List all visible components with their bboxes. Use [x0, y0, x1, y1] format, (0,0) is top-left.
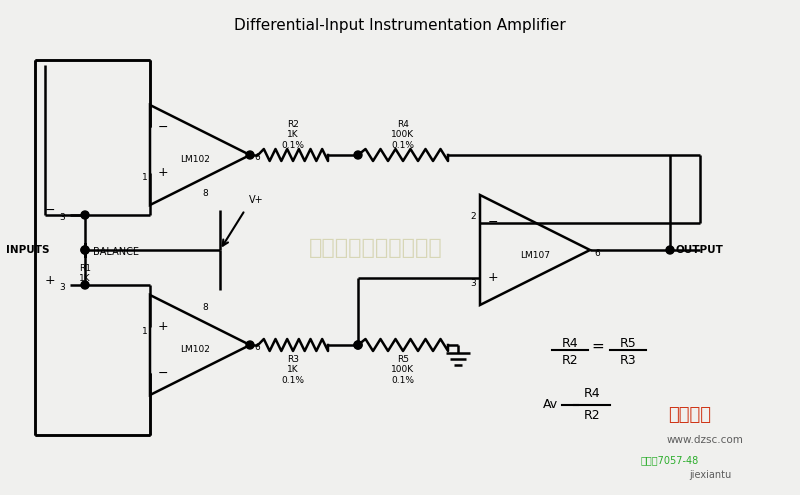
Text: R4: R4	[562, 337, 578, 350]
Text: Differential-Input Instrumentation Amplifier: Differential-Input Instrumentation Ampli…	[234, 18, 566, 33]
Text: 6: 6	[254, 344, 260, 352]
Text: 杭州将睿科技有限公司: 杭州将睿科技有限公司	[309, 238, 443, 257]
Text: 1: 1	[142, 327, 148, 336]
Text: LM107: LM107	[520, 250, 550, 259]
Text: Av: Av	[542, 398, 558, 411]
Text: V+: V+	[249, 195, 264, 205]
Circle shape	[354, 341, 362, 349]
Text: jiexiantu: jiexiantu	[689, 470, 731, 480]
Text: R2
1K
0.1%: R2 1K 0.1%	[282, 120, 305, 150]
Circle shape	[81, 246, 89, 254]
Text: R3: R3	[620, 354, 636, 367]
Text: 维库一卡: 维库一卡	[669, 406, 711, 424]
Text: =: =	[592, 339, 604, 353]
Text: www.dzsc.com: www.dzsc.com	[666, 435, 743, 445]
Text: −: −	[488, 216, 498, 229]
Text: −: −	[158, 120, 169, 134]
Text: 6: 6	[254, 153, 260, 162]
Circle shape	[354, 341, 362, 349]
Text: 1: 1	[142, 172, 148, 182]
Text: LM102: LM102	[180, 346, 210, 354]
Text: +: +	[158, 320, 169, 334]
Circle shape	[354, 151, 362, 159]
Text: 3: 3	[59, 213, 65, 222]
Text: 8: 8	[202, 189, 208, 198]
Text: R5
100K
0.1%: R5 100K 0.1%	[391, 355, 414, 385]
Text: R4: R4	[584, 387, 600, 400]
Text: 8: 8	[202, 302, 208, 311]
Text: −: −	[45, 203, 55, 216]
Circle shape	[81, 281, 89, 289]
Text: R5: R5	[620, 337, 636, 350]
Text: R4
100K
0.1%: R4 100K 0.1%	[391, 120, 414, 150]
Text: R3
1K
0.1%: R3 1K 0.1%	[282, 355, 305, 385]
Circle shape	[246, 341, 254, 349]
Circle shape	[666, 246, 674, 254]
Text: 2: 2	[470, 212, 476, 221]
Text: LM102: LM102	[180, 155, 210, 164]
Text: BALANCE: BALANCE	[93, 247, 139, 257]
Text: +: +	[488, 271, 498, 284]
Text: INPUTS: INPUTS	[6, 245, 50, 255]
Text: +: +	[45, 274, 55, 287]
Text: R2: R2	[584, 409, 600, 422]
Text: 6: 6	[594, 248, 600, 257]
Text: +: +	[158, 166, 169, 180]
Text: OUTPUT: OUTPUT	[676, 245, 724, 255]
Circle shape	[81, 246, 89, 254]
Text: 3: 3	[470, 279, 476, 288]
Text: 3: 3	[59, 284, 65, 293]
Circle shape	[81, 211, 89, 219]
Text: R2: R2	[562, 354, 578, 367]
Text: R1
1K: R1 1K	[79, 264, 91, 284]
Circle shape	[246, 151, 254, 159]
Text: 赋件号7057-48: 赋件号7057-48	[641, 455, 699, 465]
Text: −: −	[158, 366, 169, 380]
